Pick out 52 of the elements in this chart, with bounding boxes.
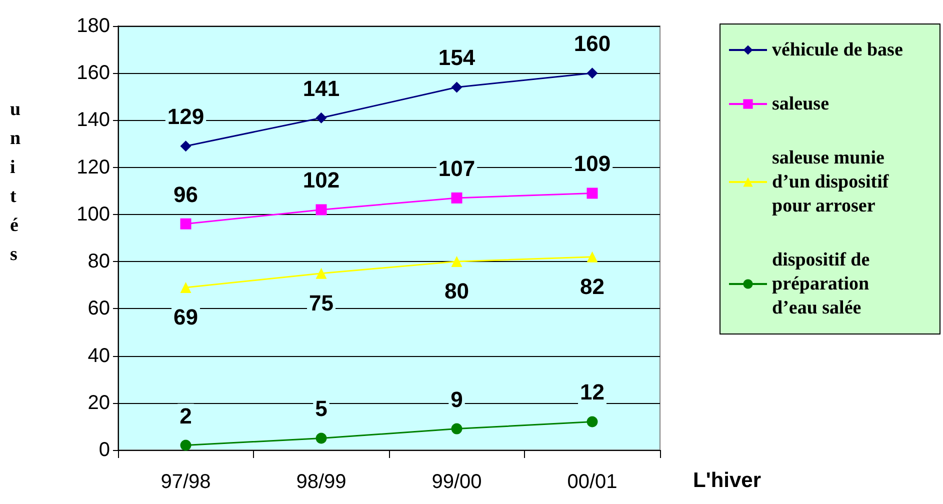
y-tick-label: 0	[98, 439, 110, 461]
data-label: 109	[574, 151, 611, 176]
point	[451, 82, 462, 93]
y-tick-label: 140	[76, 109, 110, 132]
point	[180, 218, 192, 230]
data-label: 75	[309, 290, 334, 316]
legend-label: dispositif de préparation d’eau salée	[772, 250, 874, 318]
data-label: 2	[180, 403, 192, 428]
data-label: 5	[315, 396, 328, 422]
point	[316, 204, 327, 216]
legend-label: saleuse munie d’un dispositif pour arroser	[772, 148, 894, 216]
point	[316, 112, 327, 124]
point	[180, 440, 192, 451]
y-tick-label: 40	[88, 344, 110, 367]
data-label: 80	[444, 278, 469, 304]
data-label: 102	[302, 168, 340, 193]
point	[180, 140, 192, 152]
x-tick-label: 98/99	[296, 471, 346, 493]
data-label: 160	[574, 31, 611, 56]
point	[451, 256, 462, 268]
point	[451, 192, 462, 204]
data-label: 129	[167, 104, 204, 130]
point	[316, 268, 327, 279]
y-tick-label: 100	[76, 203, 110, 226]
legend-label: saleuse	[772, 94, 829, 114]
y-tick-label: 80	[88, 250, 110, 273]
point	[316, 432, 327, 444]
data-label: 96	[174, 182, 198, 207]
x-tick-label: 97/98	[160, 471, 211, 493]
y-tick-label: 160	[76, 62, 110, 84]
point	[586, 68, 598, 79]
x-tick-label: 99/00	[432, 471, 482, 493]
y-tick-label: 120	[76, 156, 110, 178]
y-tick-label: 180	[76, 15, 110, 37]
point	[451, 423, 462, 434]
data-label: 9	[450, 386, 463, 412]
point	[586, 416, 598, 428]
data-label: 82	[580, 274, 604, 299]
point	[586, 251, 598, 262]
data-label: 69	[174, 304, 198, 330]
x-tick-label: 00/01	[567, 471, 618, 493]
point	[586, 188, 598, 199]
point	[180, 282, 192, 293]
y-tick-label: 60	[88, 298, 110, 320]
data-label: 154	[438, 45, 476, 70]
y-axis-title: unités	[10, 99, 21, 265]
y-tick-label: 20	[88, 392, 110, 414]
data-label: 141	[302, 76, 340, 101]
data-label: 12	[580, 380, 604, 405]
x-axis-title: L'hiver	[693, 469, 762, 492]
legend-label: véhicule de base	[772, 40, 903, 60]
data-label: 107	[438, 156, 476, 181]
